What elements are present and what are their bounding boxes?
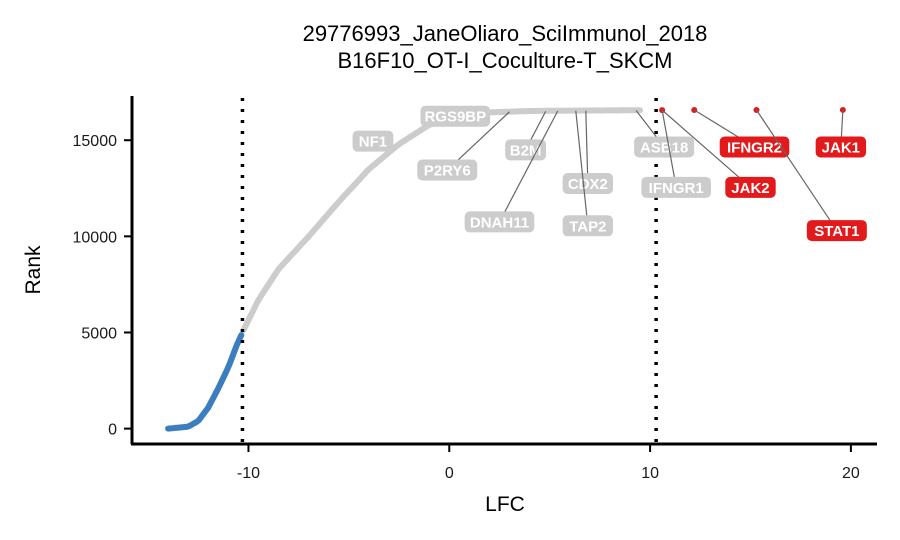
gene-label-ifngr2: IFNGR2 [727,139,782,156]
gene-label-asb18: ASB18 [640,139,688,156]
chart-subtitle: B16F10_OT-I_Coculture-T_SKCM [337,48,672,73]
label-box-asb18 [634,136,695,158]
x-tick-label: -10 [237,465,260,482]
gene-labels: NF1 RGS9BP P2RY6 B2M DNAH11 CDX2 TAP2 ASB18 IFNG… [352,105,867,242]
gene-label-nf1: NF1 [359,134,387,151]
label-box-ifngr2 [719,136,790,158]
y-axis-title: Rank [22,245,45,295]
leader-line-tap2 [575,110,589,226]
gene-label-jak2: JAK2 [731,180,769,197]
gene-label-jak1: JAK1 [822,139,860,156]
label-box-ifngr1 [641,176,711,198]
label-box-stat1 [806,220,867,242]
gene-label-cdx2: CDX2 [568,176,608,193]
label-box-jak2 [725,176,776,198]
y-tick-label: 10000 [73,229,118,246]
depleted-rank-curve [165,332,245,432]
label-box-b2m [505,139,546,161]
x-tick-label: 10 [641,465,659,482]
label-box-dnah11 [464,211,535,233]
label-box-nf1 [352,130,394,152]
label-box-tap2 [562,215,614,237]
chart-title: 29776993_JaneOliaro_SciImmunol_2018 [303,21,708,46]
label-box-jak1 [815,136,867,158]
label-box-cdx2 [562,172,614,194]
gene-label-rgs9bp: RGS9BP [424,109,486,126]
y-tick-label: 15000 [73,133,118,150]
x-axis-ticks: -10 0 10 20 [237,444,860,482]
leader-line-dnah11 [498,110,559,223]
label-box-p2ry6 [417,159,478,181]
x-tick-label: 0 [445,465,454,482]
gene-label-b2m: B2M [510,142,542,159]
y-tick-label: 5000 [81,325,117,342]
x-tick-label: 20 [842,465,860,482]
label-box-rgs9bp [420,105,491,127]
gene-label-stat1: STAT1 [814,223,859,240]
y-axis-ticks: 0 5000 10000 15000 [73,133,132,439]
leader-line-ifngr1 [661,110,677,188]
leader-line-stat1 [756,109,838,231]
leader-line-jak2 [661,109,751,188]
leader-line-cdx2 [585,110,589,184]
gene-label-ifngr1: IFNGR1 [649,180,704,197]
gene-label-dnah11: DNAH11 [470,214,529,231]
x-axis-title: LFC [485,493,525,516]
y-tick-label: 0 [108,422,117,439]
gene-label-p2ry6: P2RY6 [424,163,471,180]
gene-label-tap2: TAP2 [569,218,606,235]
